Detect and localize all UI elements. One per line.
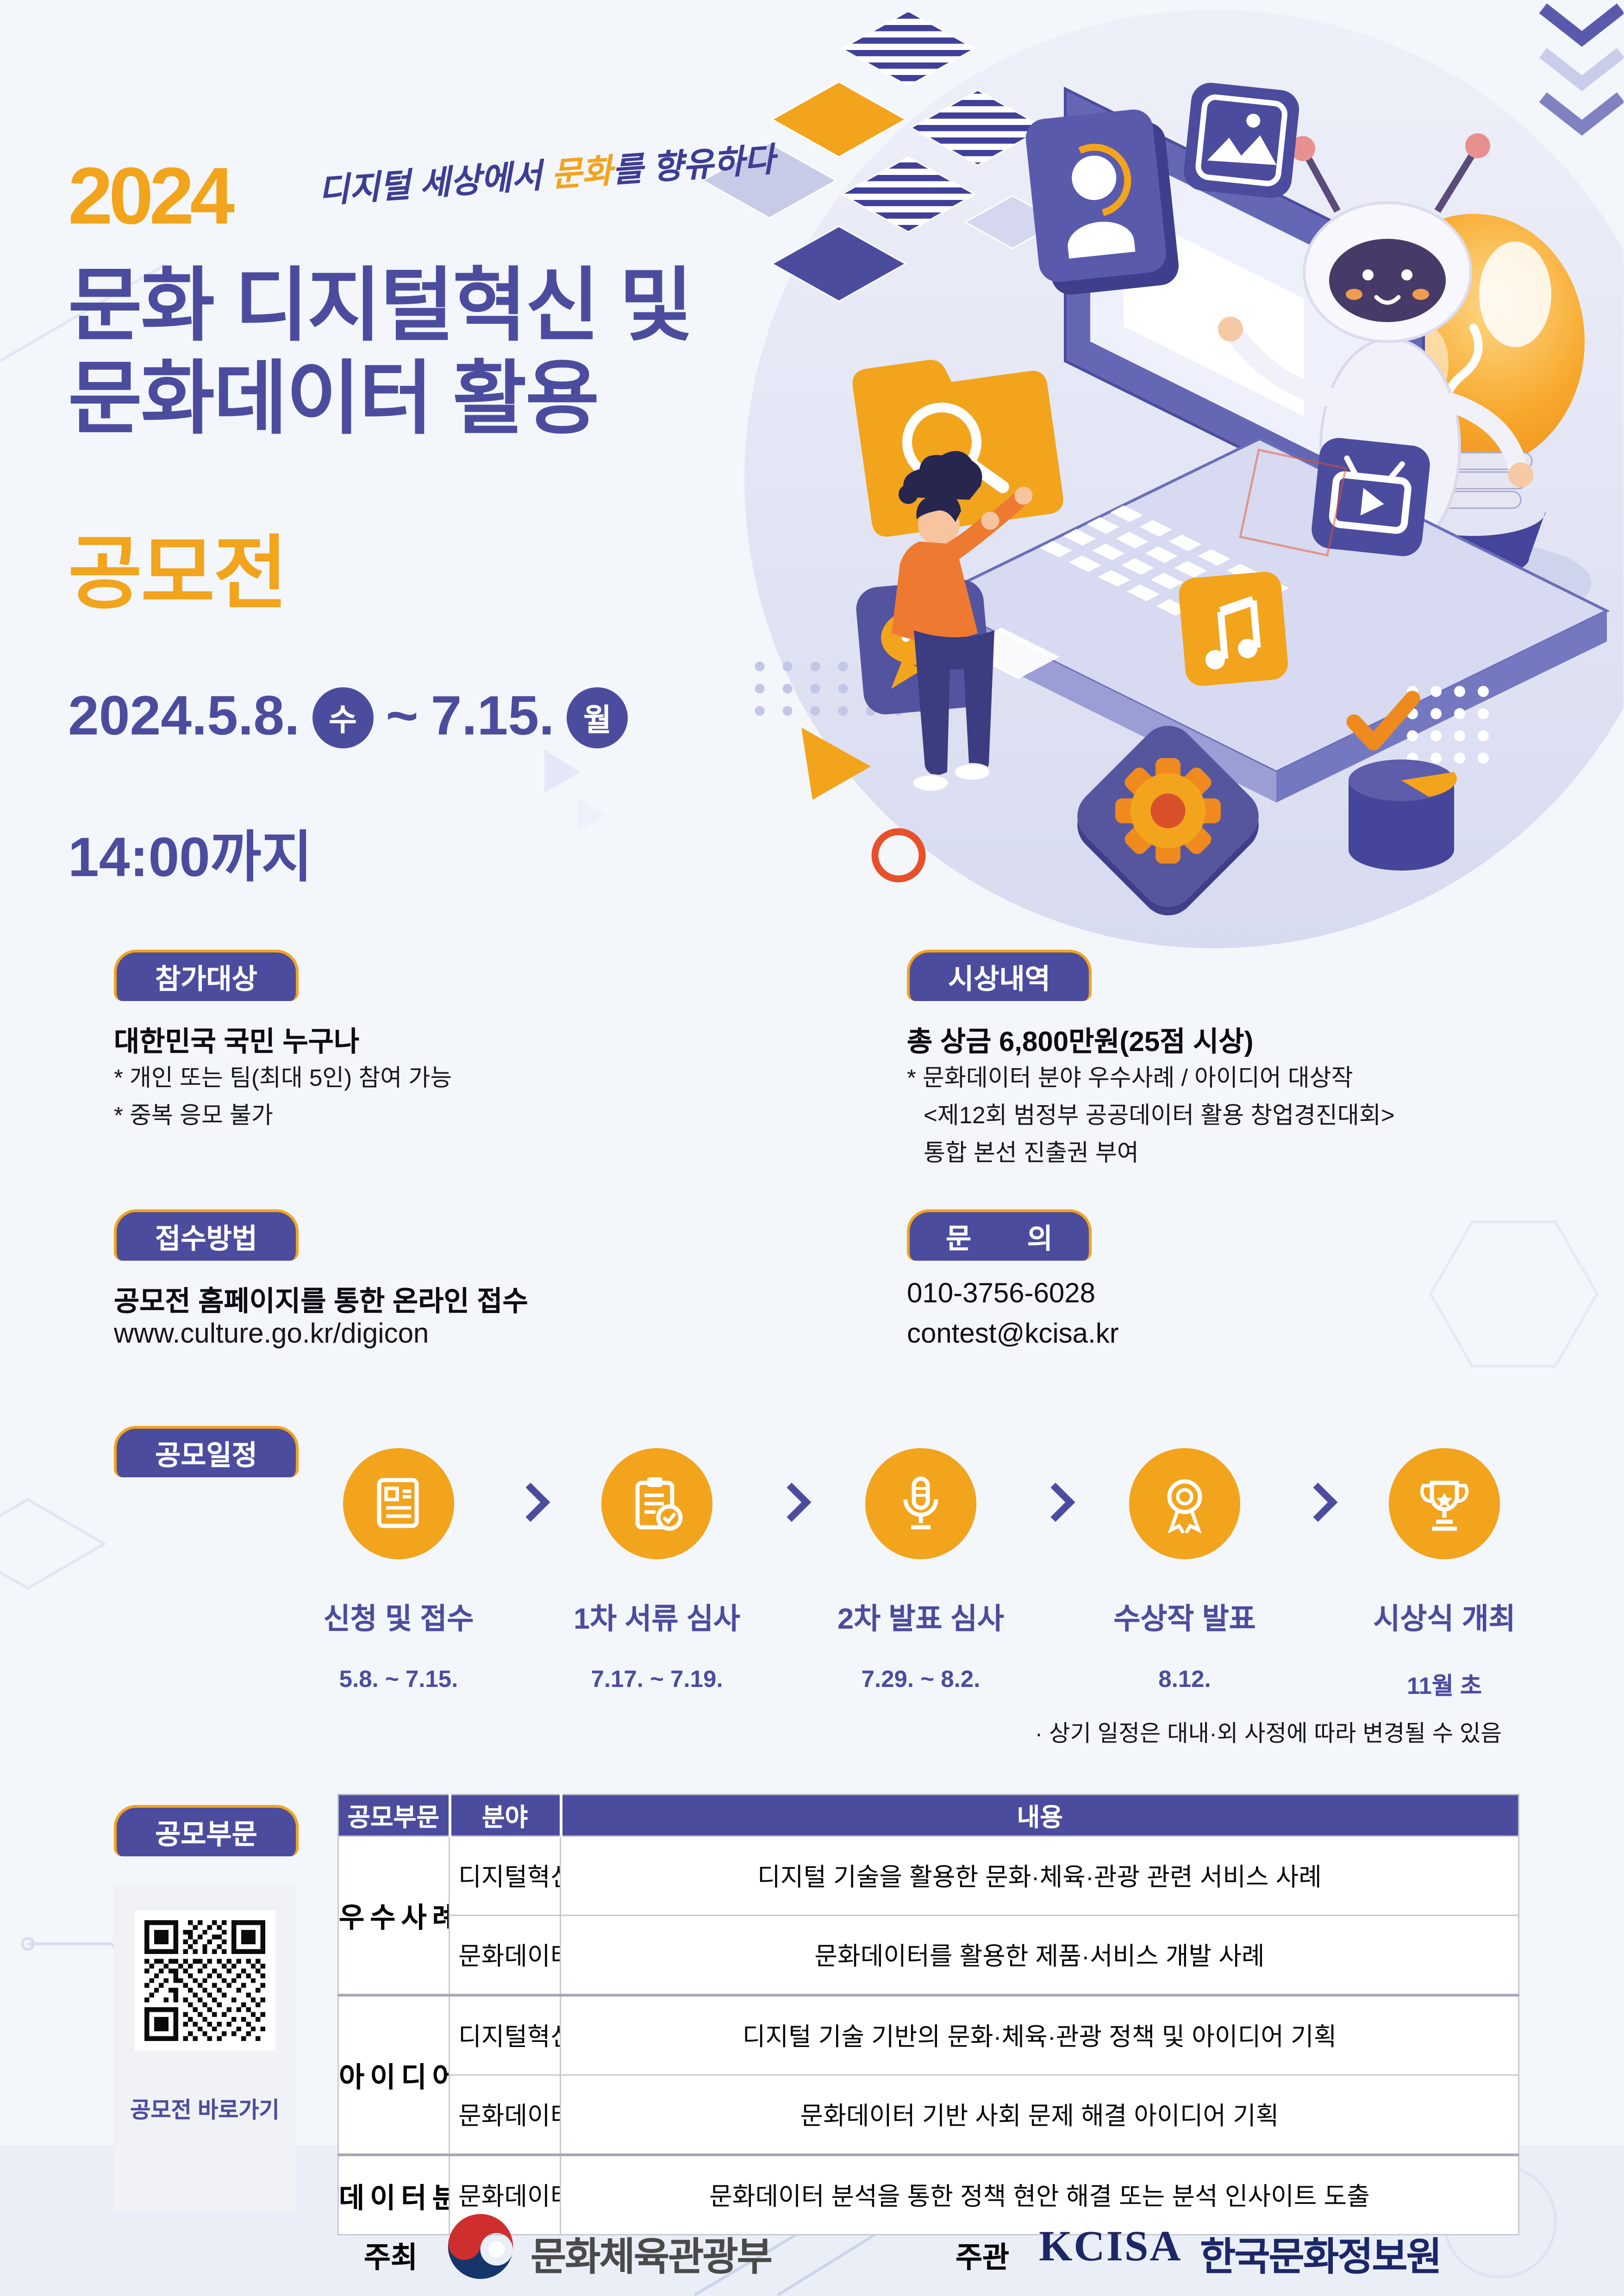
apply-url: www.culture.go.kr/digicon [114,1319,429,1350]
apply-badge: 접수방법 [114,1209,299,1261]
host-label: 주최 [364,2242,418,2274]
awards-note-3: 통합 본선 진출권 부여 [924,1140,1139,1166]
category-cell: 우수사례 [337,1836,450,1996]
field-cell: 디지털혁신 [449,1994,561,2076]
category-cell: 아이디어 [337,1994,450,2156]
awards-badge: 시상내역 [907,950,1092,1001]
period-start-date: 2024.5.8. [68,686,300,747]
period-separator: ~ [386,686,418,747]
robot-arms [1218,317,1533,487]
step-date: 7.17. ~ 7.19. [591,1666,723,1692]
step-label: 수상작 발표 [1113,1604,1256,1636]
period-end-date: 7.15. [431,686,555,747]
schedule-step-2: 1차 서류 심사 7.17. ~ 7.19. [539,1448,775,1694]
tagline-highlight: 문화 [550,153,614,195]
awards-note-2: <제12회 범정부 공공데이터 활용 창업경진대회> [924,1102,1395,1129]
step-label: 신청 및 접수 [323,1604,474,1636]
monday-badge: 월 [567,686,628,748]
target-note-1: * 개인 또는 팀(최대 5인) 참여 가능 [114,1065,452,1091]
field-cell: 디지털혁신 [449,1836,561,1916]
step-date: 7.29. ~ 8.2. [861,1666,981,1692]
kcisa-logo: KCISA [1039,2221,1182,2270]
target-badge: 참가대상 [114,950,299,1001]
year-label: 2024 [68,151,235,242]
page-title-line2: 문화데이터 활용 [68,354,600,444]
organizer-label: 주관 [956,2242,1009,2274]
user-card-icon [1025,109,1179,295]
person-illustration [892,451,1033,792]
dot-grid-right [1407,686,1489,764]
page-title-line1: 문화 디지털혁신 및 [68,261,693,351]
hero-illustration [701,3,1624,948]
table-header-row: 공모부문 분야 내용 [338,1794,1519,1836]
description-cell: 디지털 기술을 활용한 문화·체육·관광 관련 서비스 사례 [560,1836,1519,1916]
table-row: 문화데이터 문화데이터 기반 사회 문제 해결 아이디어 기획 [338,2074,1519,2156]
column-header: 분야 [449,1794,562,1836]
column-header: 공모부문 [338,1794,451,1836]
contact-phone: 010-3756-6028 [907,1279,1096,1309]
schedule-badge: 공모일정 [114,1426,299,1477]
contact-email: contest@kcisa.kr [907,1319,1119,1350]
medal-icon [1129,1448,1240,1559]
contest-period: 2024.5.8. 수 ~ 7.15. 월 [68,686,628,748]
schedule-note: · 상기 일정은 대내·외 사정에 따라 변경될 수 있음 [1035,1722,1502,1747]
table-row: 아이디어 디지털혁신 디지털 기술 기반의 문화·체육·관광 정책 및 아이디어… [337,1994,1519,2156]
clipboard-check-icon [601,1448,712,1559]
microphone-icon [865,1448,976,1559]
step-label: 시상식 개최 [1373,1604,1516,1636]
qr-caption: 공모전 바로가기 [130,2099,280,2123]
description-cell: 디지털 기술 기반의 문화·체육·관광 정책 및 아이디어 기획 [560,1994,1519,2076]
schedule-step-4: 수상작 발표 8.12. [1067,1448,1303,1694]
schedule-step-3: 2차 발표 심사 7.29. ~ 8.2. [803,1448,1039,1694]
schedule-step-5: 시상식 개최 11월 초 [1326,1448,1562,1701]
deadline-text: 14:00까지 [68,828,312,889]
wednesday-badge: 수 [312,686,374,748]
description-cell: 문화데이터 분석을 통한 정책 현안 해결 또는 분석 인사이트 도출 [560,2153,1519,2235]
qr-code [135,1910,275,2051]
field-cell: 문화데이터 [449,1915,561,1996]
image-icon [1184,82,1299,198]
organizer-name: 한국문화정보원 [1200,2235,1442,2278]
music-icon [1179,572,1288,686]
outline-square-decor [1239,448,1347,557]
step-label: 2차 발표 심사 [837,1604,1004,1636]
triangle-decor [801,728,871,800]
table-row: 우수사례 디지털혁신 디지털 기술을 활용한 문화·체육·관광 관련 서비스 사… [337,1836,1519,1996]
step-date: 8.12. [1158,1666,1211,1692]
step-label: 1차 서류 심사 [574,1604,740,1636]
step-date: 11월 초 [1407,1673,1482,1699]
categories-badge: 공모부문 [114,1805,299,1856]
apply-main-text: 공모전 홈페이지를 통한 온라인 접수 [114,1287,528,1318]
circle-outline-decor [871,828,926,883]
document-icon [343,1448,454,1559]
target-note-2: * 중복 응모 불가 [114,1102,273,1129]
description-cell: 문화데이터 기반 사회 문제 해결 아이디어 기획 [560,2074,1519,2156]
tv-icon [1312,438,1430,556]
chevron-decor [1539,3,1624,136]
description-cell: 문화데이터를 활용한 제품·서비스 개발 사례 [560,1915,1519,1996]
column-header: 내용 [560,1794,1519,1836]
categories-table: 공모부문 분야 내용 우수사례 디지털혁신 디지털 기술을 활용한 문화·체육·… [337,1794,1519,2235]
field-cell: 문화데이터 [449,2074,561,2156]
schedule-step-1: 신청 및 접수 5.8. ~ 7.15. [281,1448,517,1694]
chart-illustration [1346,691,1457,871]
table-row: 문화데이터 문화데이터를 활용한 제품·서비스 개발 사례 [338,1915,1519,1996]
awards-note-1: * 문화데이터 분야 우수사례 / 아이디어 대상작 [907,1065,1353,1091]
gear-icon [1077,726,1259,915]
isometric-blocks [701,10,1062,302]
host-name: 문화체육관광부 [531,2235,773,2278]
mcst-logo [448,2214,513,2279]
page-title-line3: 공모전 [68,529,287,619]
target-main-text: 대한민국 국민 누구나 [114,1027,360,1058]
trophy-icon [1389,1448,1500,1559]
step-date: 5.8. ~ 7.15. [339,1666,458,1692]
awards-main-text: 총 상금 6,800만원(25점 시상) [907,1027,1254,1058]
